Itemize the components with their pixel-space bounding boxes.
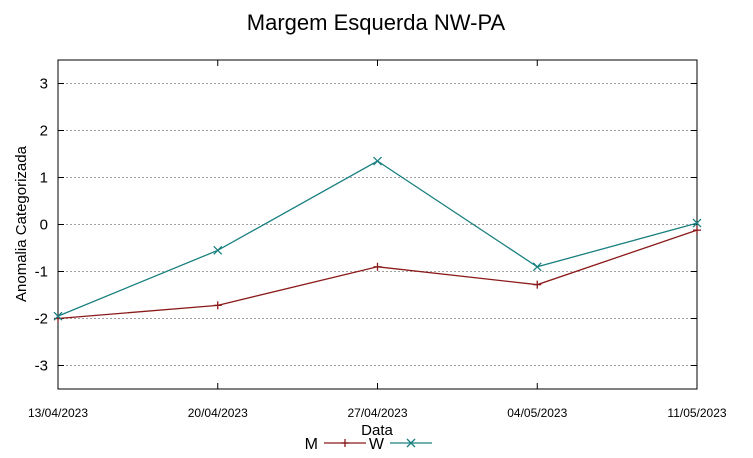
plot-frame	[57, 59, 698, 390]
gridlines	[58, 83, 697, 366]
x-tick-label: 11/05/2023	[667, 406, 726, 420]
data-point	[692, 218, 702, 228]
legend-label: W	[369, 436, 385, 453]
chart-title: Margem Esquerda NW-PA	[247, 10, 506, 35]
x-tick-label: 20/04/2023	[188, 406, 248, 420]
legend-label: M	[305, 436, 318, 453]
data-point	[373, 156, 382, 166]
y-tick-label: 3	[40, 76, 48, 93]
y-tick-label: -2	[35, 311, 48, 328]
series-group	[53, 156, 702, 323]
y-axis-label: Anomalia Categorizada	[13, 145, 30, 302]
data-point	[533, 280, 542, 289]
x-tick-label: 27/04/2023	[347, 406, 407, 420]
y-tick-label: -1	[35, 264, 48, 281]
series-m	[54, 226, 701, 323]
legend-item-m: M	[305, 436, 366, 453]
y-tick-label: 0	[40, 217, 48, 234]
data-point	[213, 301, 222, 310]
data-point	[53, 311, 63, 321]
data-point	[341, 439, 349, 447]
data-point	[213, 245, 223, 255]
series-line	[57, 160, 698, 317]
y-tick-label: 2	[40, 123, 48, 140]
y-tick-label: -3	[35, 358, 48, 375]
y-axis: 3 2 1 0 -1 -2 -3	[35, 76, 697, 375]
x-tick-label: 04/05/2023	[507, 406, 567, 420]
x-tick-label: 13/04/2023	[28, 406, 88, 420]
y-tick-label: 1	[40, 170, 48, 187]
data-point	[406, 438, 416, 448]
series-w	[53, 156, 702, 321]
data-point	[693, 226, 701, 235]
data-point	[373, 262, 382, 271]
data-point	[532, 262, 542, 272]
series-line	[57, 229, 698, 320]
legend-item-w: W	[369, 436, 432, 453]
x-axis-label: Data	[361, 422, 393, 439]
x-axis: 13/04/2023 20/04/2023 27/04/2023 04/05/2023…	[28, 60, 727, 420]
